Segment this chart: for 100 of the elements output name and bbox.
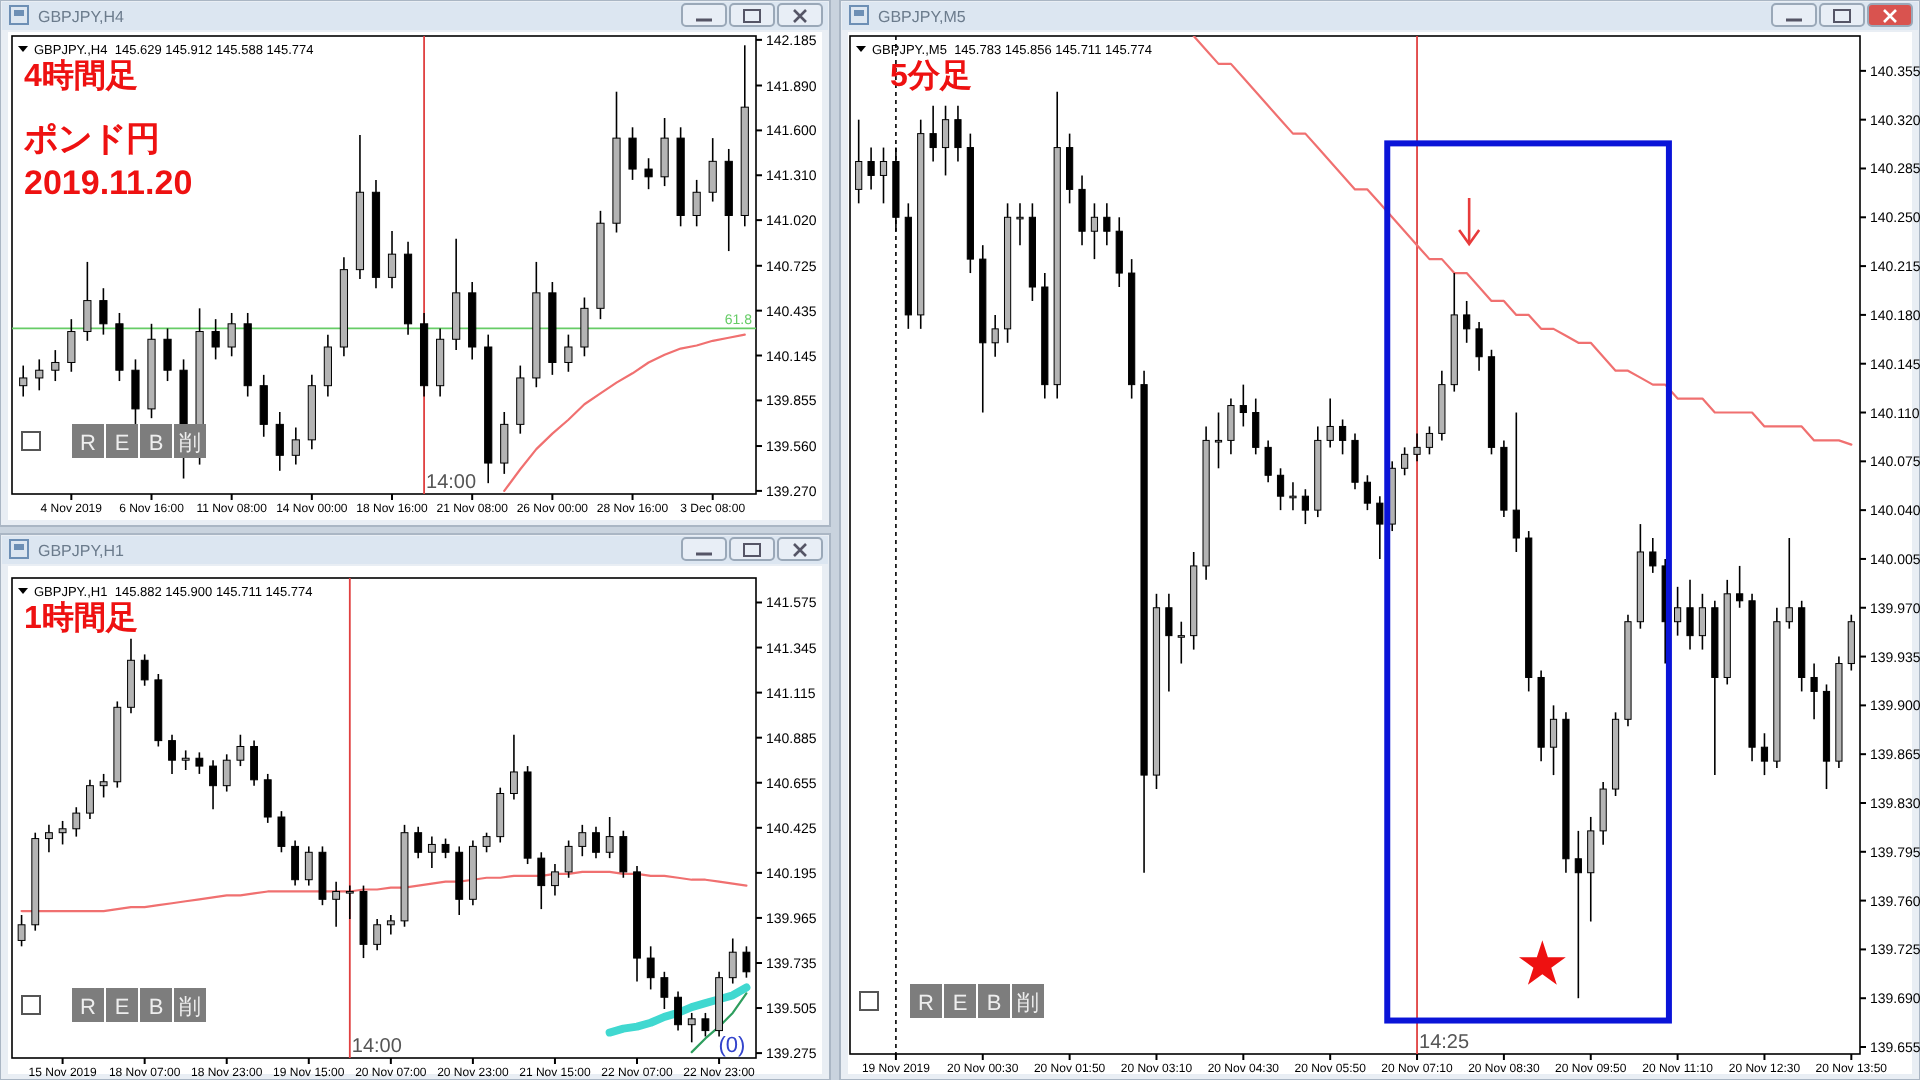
- line-series: [690, 992, 748, 1054]
- candlestick: [1425, 425, 1434, 456]
- candlestick: [115, 312, 124, 382]
- candlestick: [537, 851, 546, 910]
- annotation: 削: [1017, 990, 1039, 1016]
- candlestick: [386, 914, 395, 936]
- candlestick: [387, 230, 397, 290]
- annotation: 14:00: [426, 472, 478, 494]
- candlestick: [1401, 446, 1409, 477]
- candlestick: [131, 358, 140, 429]
- candlestick: [127, 637, 135, 714]
- candlestick: [168, 733, 176, 775]
- candlestick: [51, 349, 60, 382]
- candlestick: [414, 826, 423, 859]
- candlestick: [1649, 537, 1657, 574]
- candlestick: [35, 358, 44, 392]
- candlestick: [1512, 411, 1520, 553]
- candlestick: [304, 845, 313, 887]
- candlestick: [1276, 467, 1285, 511]
- candlestick: [1227, 397, 1235, 456]
- annotation: (0): [718, 1034, 746, 1058]
- candlestick: [1066, 132, 1074, 205]
- candlestick: [1239, 383, 1247, 428]
- candlestick: [1338, 418, 1347, 456]
- candlestick: [1103, 202, 1111, 246]
- candlestick: [1785, 537, 1793, 630]
- candlestick: [1376, 495, 1384, 560]
- candlestick: [605, 816, 614, 859]
- candlestick: [227, 312, 236, 358]
- annotation: 14:00: [351, 1036, 403, 1058]
- candlestick: [1674, 586, 1682, 637]
- candlestick: [19, 364, 28, 398]
- candlestick: [1214, 411, 1223, 470]
- candlestick: [345, 884, 354, 920]
- candlestick: [427, 835, 436, 869]
- candlestick: [687, 1012, 696, 1044]
- candlestick: [941, 104, 950, 177]
- candlestick: [441, 837, 450, 859]
- candlestick: [1078, 174, 1086, 246]
- candlestick: [1810, 662, 1818, 721]
- candlestick: [1165, 593, 1173, 693]
- candlestick: [644, 157, 653, 190]
- candlestick: [592, 826, 600, 859]
- candlestick: [83, 261, 92, 342]
- annotation: B: [148, 996, 164, 1020]
- candlestick: [991, 314, 999, 358]
- candlestick: [436, 327, 445, 398]
- candlestick: [1090, 202, 1099, 260]
- candlestick: [867, 146, 875, 191]
- candlestick: [578, 824, 587, 857]
- candlestick: [332, 880, 341, 928]
- annotation: 削: [179, 430, 201, 456]
- candlestick: [1264, 439, 1272, 484]
- candlestick: [17, 914, 26, 948]
- annotation: R: [80, 996, 97, 1020]
- candlestick: [67, 318, 76, 373]
- candlestick: [496, 786, 505, 844]
- candlestick: [211, 318, 220, 361]
- candlestick: [1351, 432, 1359, 491]
- line-series: [1192, 36, 1853, 446]
- candlestick: [277, 810, 286, 854]
- candlestick: [929, 104, 937, 163]
- candlestick: [209, 759, 217, 810]
- candlestick: [1549, 704, 1558, 776]
- annotation: 削: [179, 994, 201, 1020]
- candlestick: [1736, 565, 1744, 609]
- line-series: [503, 333, 746, 493]
- candlestick: [1326, 397, 1334, 449]
- candlestick: [674, 990, 682, 1032]
- chart-title: GBPJPY,M5: [878, 8, 967, 26]
- candlestick: [275, 411, 284, 472]
- annotation: 1時間足: [24, 600, 138, 636]
- candlestick: [1252, 397, 1260, 456]
- candlestick: [1686, 579, 1694, 651]
- candlestick: [373, 918, 382, 952]
- candlestick: [1413, 432, 1421, 463]
- candlestick: [1016, 202, 1024, 246]
- chart-title: GBPJPY,H4: [38, 8, 126, 26]
- candlestick: [45, 824, 53, 854]
- candlestick: [1599, 781, 1607, 846]
- candlestick: [628, 126, 637, 181]
- candlestick: [619, 829, 628, 879]
- candlestick: [1463, 300, 1471, 344]
- candlestick: [580, 296, 589, 358]
- candlestick: [1847, 613, 1855, 672]
- candlestick: [99, 287, 108, 336]
- candlestick: [1760, 732, 1769, 776]
- candlestick: [1115, 216, 1123, 288]
- candlestick: [72, 806, 81, 838]
- candlestick: [510, 733, 518, 801]
- candlestick: [516, 364, 525, 435]
- candlestick: [291, 839, 300, 887]
- candlestick: [660, 971, 669, 1010]
- candlestick: [163, 327, 172, 382]
- candlestick: [1475, 321, 1483, 372]
- annotation: R: [80, 432, 97, 456]
- candlestick: [1177, 620, 1185, 665]
- candlestick: [222, 753, 231, 793]
- candlestick: [263, 773, 272, 824]
- annotation: E: [114, 432, 130, 456]
